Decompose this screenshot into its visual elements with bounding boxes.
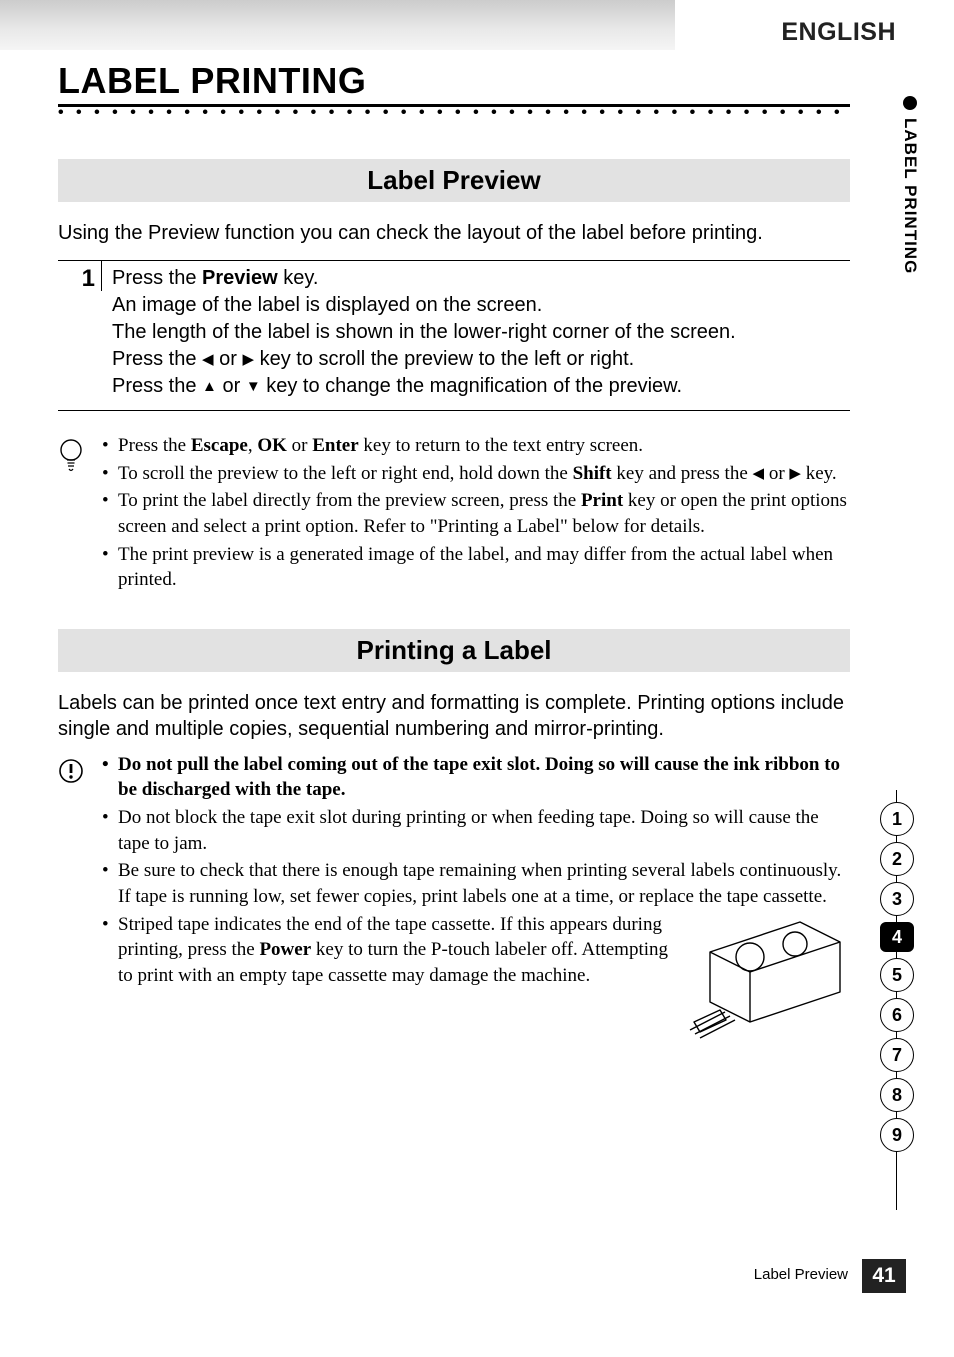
page-content: LABEL PRINTING • • • • • • • • • • • • •… [58,60,850,1044]
text: Do not block the tape exit slot during p… [118,805,850,856]
list-item: •Be sure to check that there is enough t… [102,858,850,909]
text: or [764,463,789,484]
text: The length of the label is shown in the … [112,321,736,343]
text: , [248,435,258,456]
list-item: •Do not block the tape exit slot during … [102,805,850,856]
arrow-left-icon: ◀ [202,350,214,370]
key-name: Power [259,939,311,960]
text: Press the [112,375,202,397]
text: key and press the [612,463,753,484]
index-tab-8[interactable]: 8 [880,1078,914,1112]
arrow-up-icon: ▲ [202,377,217,397]
caution-icon [58,758,84,784]
arrow-left-icon: ◀ [753,464,765,484]
tip-list: •Press the Escape, OK or Enter key to re… [102,433,850,595]
index-tab-2[interactable]: 2 [880,842,914,876]
section-heading-printing: Printing a Label [58,629,850,672]
tip-block: •Press the Escape, OK or Enter key to re… [58,433,850,595]
list-item: •Do not pull the label coming out of the… [102,752,850,803]
side-tab-label: LABEL PRINTING [900,118,920,274]
arrow-right-icon: ▶ [243,350,255,370]
warning-block: •Do not pull the label coming out of the… [58,752,850,1044]
text: or [287,435,312,456]
index-tab-6[interactable]: 6 [880,998,914,1032]
text: Do not pull the label coming out of the … [118,752,850,803]
tape-cassette-icon [680,912,850,1042]
list-item: • Striped tape indicates the end of [102,912,850,1042]
dotted-rule: • • • • • • • • • • • • • • • • • • • • … [58,109,850,121]
text: To print the label directly from the pre… [118,490,581,511]
index-tab-9[interactable]: 9 [880,1118,914,1152]
footer-section-ref: Label Preview [754,1266,848,1283]
section-heading-preview: Label Preview [58,159,850,202]
step-1: 1 Press the Preview key. An image of the… [58,260,850,411]
key-name: Shift [573,463,612,484]
language-label: ENGLISH [781,18,896,47]
chapter-title: LABEL PRINTING [58,60,850,107]
list-item: •The print preview is a generated image … [102,542,850,593]
text: or [217,375,246,397]
arrow-right-icon: ▶ [789,464,801,484]
text: Press the [112,348,202,370]
index-rail: 123456789 [896,790,932,1210]
list-item: •To scroll the preview to the left or ri… [102,461,850,487]
index-tab-3[interactable]: 3 [880,882,914,916]
step-body: Press the Preview key. An image of the l… [102,261,850,410]
side-tab: LABEL PRINTING [896,96,924,274]
text: key. [278,267,319,289]
text: or [214,348,243,370]
printing-intro: Labels can be printed once text entry an… [58,690,850,742]
text: key to change the magnification of the p… [261,375,682,397]
text: Press the [112,267,202,289]
key-name: OK [257,435,287,456]
lightbulb-icon [58,439,84,473]
index-tab-1[interactable]: 1 [880,802,914,836]
warning-list: •Do not pull the label coming out of the… [102,752,850,1044]
index-tab-5[interactable]: 5 [880,958,914,992]
header-gradient [0,0,675,50]
text: key to scroll the preview to the left or… [254,348,634,370]
preview-intro: Using the Preview function you can check… [58,220,850,246]
text: key. [801,463,837,484]
key-name: Escape [191,435,248,456]
text: The print preview is a generated image o… [118,542,850,593]
index-tab-7[interactable]: 7 [880,1038,914,1072]
page-number-badge: 41 [862,1259,906,1293]
key-name: Enter [312,435,358,456]
index-tab-4[interactable]: 4 [880,922,914,952]
text: Be sure to check that there is enough ta… [118,858,850,909]
list-item: •Press the Escape, OK or Enter key to re… [102,433,850,459]
text: Press the [118,435,191,456]
step-number: 1 [58,261,102,291]
bullet-icon [903,96,917,110]
text: An image of the label is displayed on th… [112,294,542,316]
text: To scroll the preview to the left or rig… [118,463,573,484]
key-name: Print [581,490,623,511]
list-item: •To print the label directly from the pr… [102,488,850,539]
key-name: Preview [202,267,278,289]
text: key to return to the text entry screen. [359,435,643,456]
arrow-down-icon: ▼ [246,377,261,397]
